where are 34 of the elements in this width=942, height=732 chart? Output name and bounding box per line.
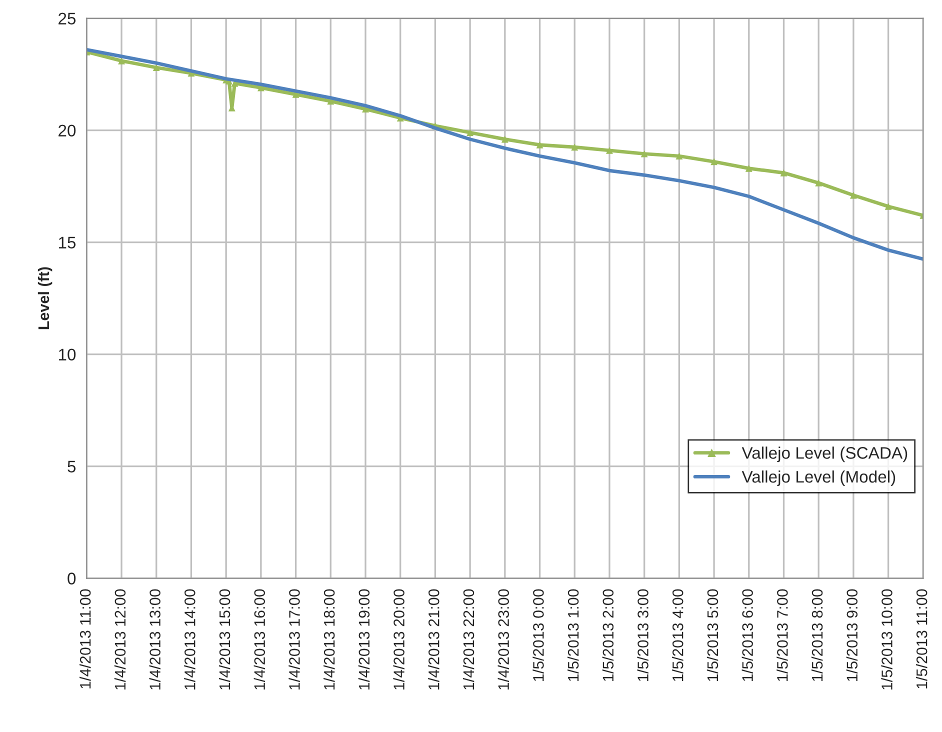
- x-tick-label: 1/4/2013 16:00: [254, 589, 266, 690]
- x-tick-label: 1/5/2013 7:00: [776, 589, 788, 681]
- x-tick-label: 1/5/2013 10:00: [881, 589, 892, 690]
- y-tick-label: 25: [58, 12, 76, 25]
- x-tick-label: 1/5/2013 5:00: [706, 589, 718, 681]
- legend-label: Vallejo Level (Model): [742, 470, 896, 486]
- x-tick-label: 1/4/2013 18:00: [324, 589, 335, 690]
- legend-label: Vallejo Level (SCADA): [742, 446, 908, 462]
- y-tick-label: 10: [58, 348, 76, 360]
- x-tick-label: 1/4/2013 19:00: [358, 589, 370, 690]
- x-tick-label: 1/5/2013 0:00: [532, 589, 544, 681]
- x-tick-label: 1/5/2013 9:00: [846, 589, 858, 681]
- x-tick-label: 1/4/2013 23:00: [498, 589, 510, 690]
- y-tick-label: 0: [68, 572, 76, 584]
- x-tick-label: 1/5/2013 3:00: [637, 589, 648, 681]
- x-tick-label: 1/5/2013 8:00: [811, 589, 823, 681]
- x-tick-label: 1/5/2013 6:00: [742, 589, 753, 681]
- x-tick-label: 1/5/2013 1:00: [568, 589, 579, 681]
- x-tick-label: 1/4/2013 12:00: [114, 589, 126, 690]
- x-tick-label: 1/5/2013 2:00: [602, 589, 614, 681]
- y-tick-label: 5: [68, 460, 76, 472]
- y-axis-title: Level (ft): [38, 267, 52, 330]
- y-tick-label: 20: [58, 124, 76, 136]
- x-tick-label: 1/4/2013 11:00: [80, 589, 91, 688]
- x-tick-label: 1/4/2013 21:00: [428, 589, 440, 690]
- x-tick-label: 1/4/2013 20:00: [393, 589, 404, 690]
- x-tick-label: 1/4/2013 17:00: [288, 589, 300, 690]
- y-tick-label: 15: [58, 236, 76, 248]
- x-tick-label: 1/4/2013 22:00: [462, 589, 474, 690]
- x-tick-label: 1/5/2013 4:00: [672, 589, 684, 681]
- x-tick-label: 1/5/2013 11:00: [916, 589, 928, 688]
- x-tick-label: 1/4/2013 15:00: [218, 589, 230, 690]
- x-tick-label: 1/4/2013 14:00: [184, 589, 196, 690]
- x-tick-label: 1/4/2013 13:00: [149, 589, 160, 690]
